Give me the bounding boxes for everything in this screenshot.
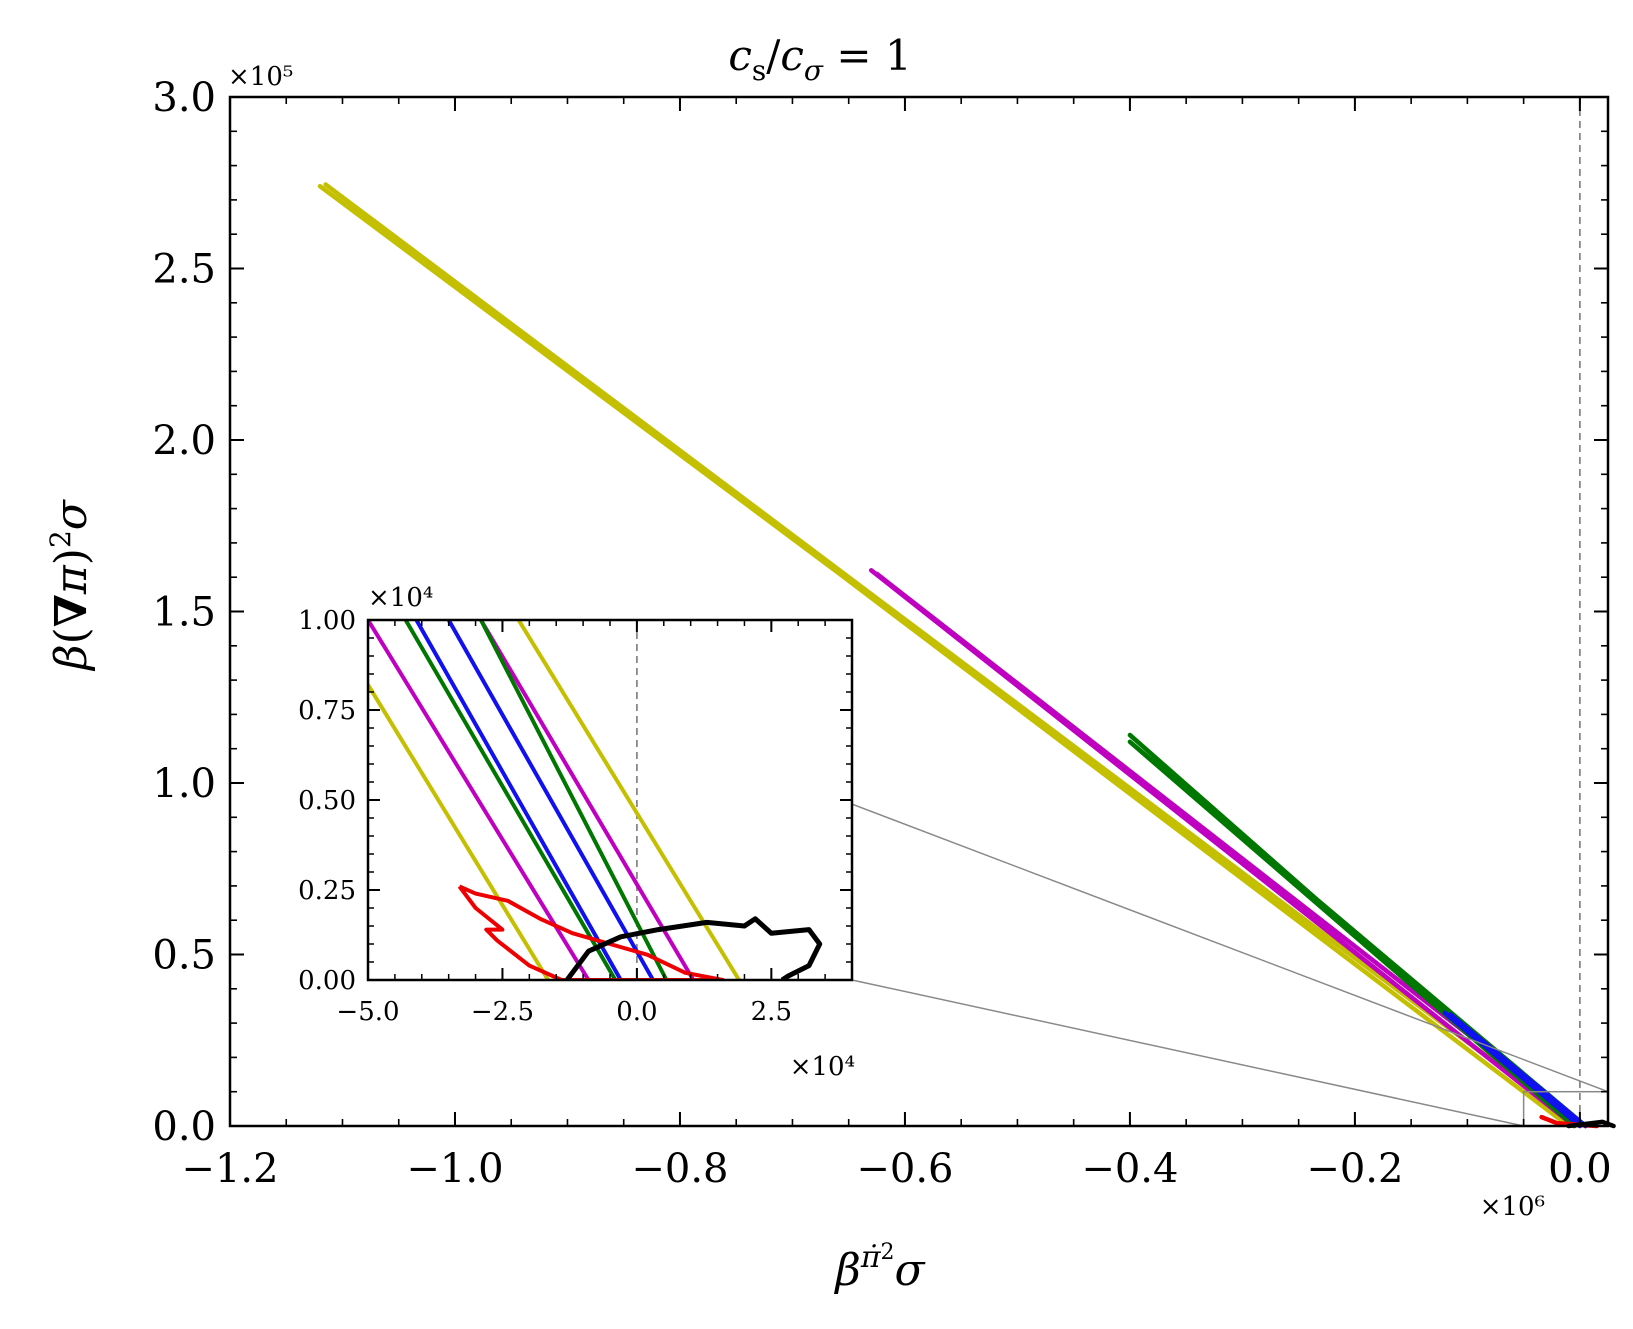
y-tick-label: 1.0 — [152, 761, 216, 807]
x-tick-label: −0.6 — [856, 1146, 953, 1192]
chart-title: cs/cσ = 1 — [728, 31, 911, 87]
inset-x-tick-label: −5.0 — [336, 997, 399, 1027]
inset-series-line — [516, 620, 742, 980]
inset-series-line — [446, 620, 656, 980]
series-green — [1127, 732, 1588, 1129]
x-tick-label: −1.0 — [406, 1146, 503, 1192]
y-tick-label: 1.5 — [152, 590, 216, 636]
inset-y-tick-label: 1.00 — [298, 606, 356, 636]
y-tick-label: 2.0 — [152, 418, 216, 464]
x-tick-label: −0.4 — [1081, 1146, 1178, 1192]
series-yellow — [317, 182, 1583, 1129]
y-tick-label: 0.5 — [152, 933, 216, 979]
inset-axes: −5.0 −2.5 0.0 2.5 0.00 0.25 0.50 0.75 1.00 — [298, 606, 854, 1027]
x-tick-label: 0.0 — [1548, 1146, 1612, 1192]
y-tick-label: 2.5 — [152, 247, 216, 293]
series-blue — [1442, 1010, 1588, 1129]
zoom-connector-bottom — [851, 979, 1524, 1127]
x-multiplier: ×10⁶ — [1480, 1192, 1545, 1222]
x-tick-label: −0.8 — [631, 1146, 728, 1192]
x-tick-label: −0.2 — [1306, 1146, 1403, 1192]
inset-series-group — [368, 620, 823, 980]
inset-series-line — [478, 620, 696, 980]
inset-x-tick-label: −2.5 — [471, 997, 534, 1027]
inset-black-loop — [564, 916, 823, 980]
inset-y-tick-label: 0.00 — [298, 966, 356, 996]
x-tick-label: −1.2 — [181, 1146, 278, 1192]
inset-y-multiplier: ×10⁴ — [368, 583, 433, 613]
inset-clipped-group — [368, 620, 823, 980]
y-tick-label: 0.0 — [152, 1104, 216, 1150]
y-axis-label: β(∇π)2σ — [44, 498, 97, 672]
inset-series-line — [368, 682, 551, 980]
y-multiplier: ×10⁵ — [228, 62, 293, 92]
inset-series-line — [368, 620, 591, 980]
main-axes: −1.2 −1.0 −0.8 −0.6 −0.4 −0.2 0.0 0.0 0.5 1.0 1.5 2… — [152, 75, 1611, 1192]
inset-x-tick-label: 2.5 — [751, 997, 792, 1027]
inset-y-tick-label: 0.25 — [298, 876, 356, 906]
inset-x-multiplier: ×10⁴ — [790, 1052, 855, 1082]
inset-x-tick-label: 0.0 — [616, 997, 657, 1027]
y-tick-label: 3.0 — [152, 75, 216, 121]
inset-y-tick-label: 0.50 — [298, 786, 356, 816]
series-magenta — [868, 568, 1588, 1129]
inset-series-line — [478, 620, 669, 980]
inset-series-line — [403, 620, 618, 980]
inset-series-line — [414, 620, 623, 980]
x-axis-label: βπ̇2σ — [833, 1240, 926, 1296]
inset-y-tick-label: 0.75 — [298, 696, 356, 726]
main-series-group — [317, 182, 1616, 1129]
inset-red-loop — [457, 884, 725, 980]
